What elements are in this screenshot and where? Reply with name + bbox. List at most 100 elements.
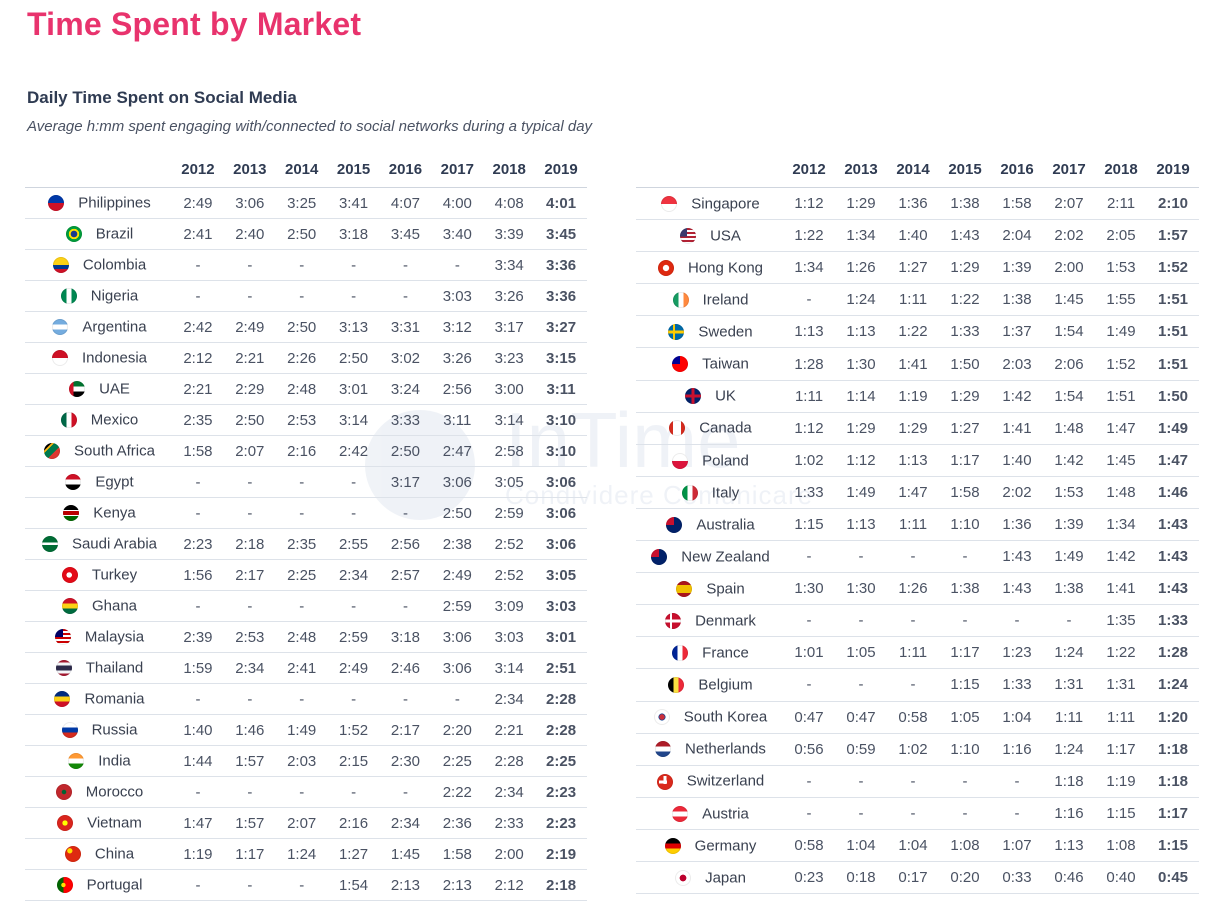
value-cell-2016: 1:40 — [991, 444, 1043, 477]
table-row-portugal: Portugal - - -1:54 2:13 2:13 2:12 2:18 — [25, 869, 587, 901]
value-2019-cell: 2:19 — [535, 838, 587, 870]
value-cell-2015: 1:50 — [939, 347, 991, 381]
indonesia-flag-icon — [51, 350, 68, 367]
value-cell-2017: 1:54 — [1043, 380, 1095, 413]
value-cell-2014: 1:36 — [887, 187, 939, 221]
country-name: Sweden — [698, 323, 753, 341]
value-cell-2017: - — [431, 249, 484, 281]
value-cell-2015: 1:15 — [939, 668, 991, 702]
country-name: USA — [710, 227, 741, 245]
value-cell-2015: 1:10 — [939, 508, 991, 542]
value-cell-2013: 2:07 — [223, 435, 276, 467]
value-cell-2012: 1:58 — [172, 435, 224, 467]
country-cell: Turkey — [25, 559, 172, 591]
table-row-egypt: Egypt - - - -3:17 3:06 3:05 3:06 — [25, 466, 587, 498]
value-cell-2014: 1:47 — [887, 476, 939, 509]
value-cell-2015: - — [939, 540, 991, 574]
table-row-china: China 1:19 1:17 1:24 1:27 1:45 1:58 2:00 2:19 — [25, 838, 587, 870]
malaysia-flag-icon — [54, 629, 71, 646]
value-cell-2013: 1:57 — [223, 745, 276, 777]
value-cell-2013: 1:12 — [835, 444, 887, 477]
value-cell-2015: 1:29 — [939, 380, 991, 413]
header-year-2016: 2016 — [379, 152, 432, 188]
value-cell-2016: - — [991, 604, 1043, 638]
austria-flag-icon — [672, 805, 689, 822]
value-cell-2016: - — [991, 765, 1043, 798]
poland-flag-icon — [672, 452, 689, 469]
value-cell-2014: 1:27 — [887, 251, 939, 285]
sweden-flag-icon — [668, 324, 685, 341]
country-cell: Saudi Arabia — [25, 528, 172, 560]
country-name: Malaysia — [84, 628, 145, 646]
value-cell-2012: 1:15 — [783, 508, 835, 542]
value-cell-2015: 2:15 — [327, 745, 380, 777]
value-cell-2018: 3:05 — [483, 466, 536, 498]
value-cell-2017: 2:36 — [431, 807, 484, 839]
value-cell-2015: 2:50 — [327, 342, 380, 374]
turkey-flag-icon — [61, 567, 78, 584]
value-cell-2018: 2:52 — [483, 528, 536, 560]
value-cell-2012: - — [172, 869, 224, 901]
country-name: Poland — [702, 452, 749, 470]
table-row-singapore: Singapore 1:12 1:29 1:36 1:38 1:58 2:07 2:11 2:1… — [636, 187, 1199, 221]
value-cell-2017: 1:11 — [1043, 701, 1095, 734]
value-cell-2014: 1:19 — [887, 380, 939, 413]
value-cell-2012: 1:34 — [783, 251, 835, 285]
value-cell-2012: 1:28 — [783, 347, 835, 381]
value-cell-2017: 1:18 — [1043, 765, 1095, 798]
value-cell-2016: - — [379, 683, 432, 715]
country-cell: China — [25, 838, 172, 870]
table-header-row: 2012 2013 2014 2015 2016 2017 2018 2019 — [636, 152, 1199, 188]
value-cell-2018: 1:31 — [1095, 668, 1147, 702]
value-cell-2017: - — [1043, 604, 1095, 638]
value-cell-2014: 2:03 — [275, 745, 328, 777]
value-cell-2015: - — [327, 776, 380, 808]
country-cell: Japan — [636, 861, 783, 895]
value-cell-2017: 2:56 — [431, 373, 484, 405]
country-cell: Netherlands — [636, 733, 783, 766]
value-2019-cell: 2:10 — [1147, 187, 1199, 221]
country-name: Germany — [694, 837, 757, 855]
value-2019-cell: 2:28 — [535, 683, 587, 715]
value-cell-2015: 3:41 — [327, 187, 380, 219]
value-2019-cell: 1:20 — [1147, 701, 1199, 734]
value-cell-2018: 1:47 — [1095, 412, 1147, 445]
value-cell-2017: 3:06 — [431, 621, 484, 653]
value-cell-2017: 2:00 — [1043, 251, 1095, 285]
value-cell-2012: - — [172, 249, 224, 281]
value-cell-2014: - — [275, 466, 328, 498]
country-cell: Colombia — [25, 249, 172, 281]
value-cell-2013: 2:49 — [223, 311, 276, 343]
value-cell-2018: 3:14 — [483, 404, 536, 436]
value-2019-cell: 1:51 — [1147, 315, 1199, 349]
belgium-flag-icon — [668, 677, 685, 694]
table-row-poland: Poland 1:02 1:12 1:13 1:17 1:40 1:42 1:45 1:47 — [636, 444, 1199, 477]
value-cell-2016: 2:02 — [991, 476, 1043, 509]
value-cell-2014: - — [275, 776, 328, 808]
canada-flag-icon — [669, 420, 686, 437]
country-name: Nigeria — [90, 287, 139, 305]
value-cell-2017: 1:45 — [1043, 283, 1095, 317]
value-2019-cell: 2:51 — [535, 652, 587, 684]
romania-flag-icon — [54, 691, 71, 708]
header-year-2013: 2013 — [223, 152, 276, 188]
header-year-2019: 2019 — [535, 152, 587, 188]
south-africa-flag-icon — [44, 443, 61, 460]
value-cell-2015: 1:05 — [939, 701, 991, 734]
country-cell: Malaysia — [25, 621, 172, 653]
value-cell-2013: 2:40 — [223, 218, 276, 250]
value-cell-2016: 2:13 — [379, 869, 432, 901]
value-cell-2017: 3:03 — [431, 280, 484, 312]
country-cell: Nigeria — [25, 280, 172, 312]
value-cell-2014: 2:48 — [275, 373, 328, 405]
saudi-arabia-flag-icon — [41, 536, 58, 553]
value-cell-2018: 3:03 — [483, 621, 536, 653]
value-cell-2018: 1:08 — [1095, 829, 1147, 862]
value-cell-2017: 1:53 — [1043, 476, 1095, 509]
table-row-ghana: Ghana - - - - -2:59 3:09 3:03 — [25, 590, 587, 622]
value-cell-2014: 2:16 — [275, 435, 328, 467]
country-cell: Romania — [25, 683, 172, 715]
value-cell-2012: - — [783, 797, 835, 830]
value-cell-2013: 1:30 — [835, 572, 887, 606]
value-cell-2017: 3:26 — [431, 342, 484, 374]
